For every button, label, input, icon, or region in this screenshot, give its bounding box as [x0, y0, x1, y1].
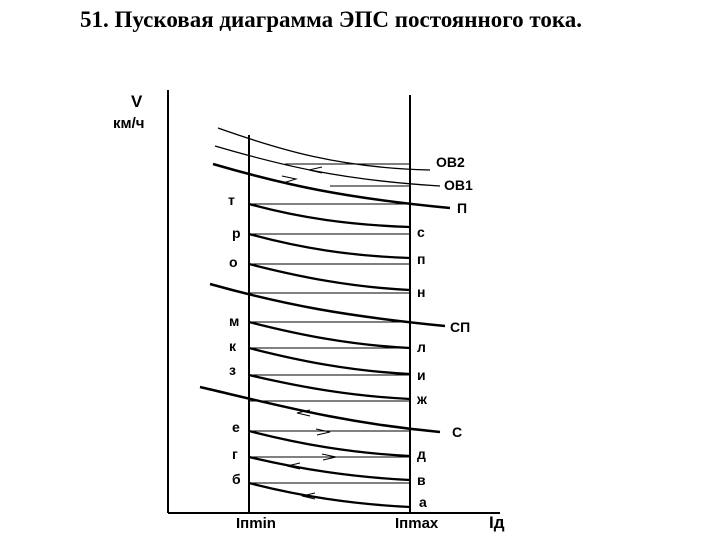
x-axis-label: Iд — [489, 513, 505, 532]
arrow-left-icon — [308, 166, 323, 174]
arrow-left-icon — [286, 462, 301, 470]
point-label: р — [232, 225, 241, 241]
step-curve — [248, 320, 411, 350]
characteristic-p — [212, 162, 451, 210]
point-label: г — [232, 446, 238, 462]
characteristic-ov2 — [217, 127, 431, 171]
step-curve — [248, 262, 411, 292]
point-label: т — [228, 192, 235, 208]
transition-lines — [249, 163, 410, 484]
left-point-labels: т р о м к з е г б — [228, 192, 241, 487]
point-label: н — [417, 284, 425, 300]
right-point-labels: с п н л и ж д в а — [416, 224, 428, 510]
point-label: д — [417, 446, 426, 462]
arrow-left-icon — [296, 409, 311, 417]
step-curve — [248, 455, 411, 482]
characteristic-s — [199, 385, 441, 434]
point-label: м — [229, 313, 239, 329]
arrow-right-icon — [281, 175, 298, 184]
point-label: к — [229, 338, 237, 354]
curve-label-sp: СП — [450, 319, 470, 335]
arrow-left-icon — [301, 492, 316, 500]
point-label: в — [417, 472, 426, 488]
step-curve — [248, 346, 411, 376]
arrow-right-icon — [315, 428, 331, 436]
curve-label-ov1: ОВ1 — [444, 177, 473, 193]
curve-label-p: П — [457, 200, 467, 216]
step-curve — [248, 481, 411, 509]
y-axis-unit: км/ч — [113, 115, 144, 132]
curve-label-ov2: ОВ2 — [436, 154, 465, 170]
point-label: а — [419, 494, 427, 510]
point-label: з — [229, 362, 236, 378]
step-curve — [248, 429, 411, 458]
point-label: л — [417, 339, 426, 355]
arrow-right-icon — [321, 453, 337, 461]
step-curve — [248, 202, 411, 229]
step-curves — [248, 202, 411, 509]
point-label: п — [417, 251, 425, 267]
point-label: ж — [416, 391, 428, 407]
arrows — [281, 166, 337, 500]
step-curve — [248, 232, 411, 260]
x-tick-max: Iпmax — [395, 515, 439, 532]
point-label: о — [229, 254, 238, 270]
y-axis-label: V — [131, 92, 143, 111]
point-label: б — [232, 471, 241, 487]
point-label: е — [232, 419, 240, 435]
point-label: и — [417, 367, 426, 383]
step-curve — [248, 373, 411, 401]
curve-label-s: С — [452, 424, 462, 440]
point-label: с — [417, 224, 425, 240]
page-title: 51. Пусковая диаграмма ЭПС постоянного т… — [80, 7, 583, 32]
x-tick-min: Iпmin — [236, 515, 276, 532]
